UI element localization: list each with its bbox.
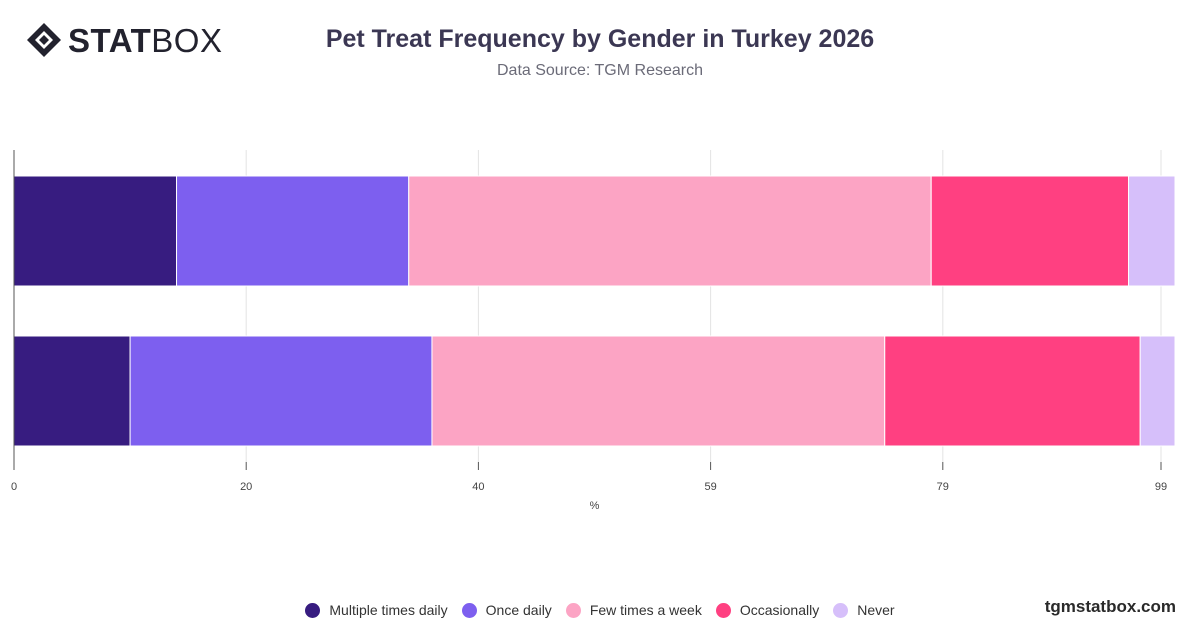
bar-segment	[176, 175, 410, 287]
legend-item[interactable]: Once daily	[461, 602, 552, 618]
bars	[13, 175, 1176, 447]
chart-title: Pet Treat Frequency by Gender in Turkey …	[325, 25, 875, 53]
bar-segment	[1128, 175, 1176, 287]
statbox-logo: STATBOX	[26, 22, 222, 58]
stacked-bar-chart: 0 20 40 59 79 99%	[11, 150, 1176, 512]
statbox-diamond-icon	[27, 23, 61, 57]
bar-segment	[13, 335, 131, 447]
legend-swatch	[305, 602, 321, 618]
legend-label: Occasionally	[739, 602, 820, 618]
legend-swatch	[833, 602, 849, 618]
legend-label: Multiple times daily	[329, 602, 448, 618]
x-axis: 0 20 40 59 79 99%	[11, 150, 1167, 512]
brand-url: tgmstatbox.com	[1044, 597, 1176, 616]
legend-item[interactable]: Never	[833, 602, 895, 618]
legend-item[interactable]: Occasionally	[715, 602, 820, 618]
legend-item[interactable]: Few times a week	[565, 602, 702, 618]
legend: Multiple times daily Once daily Few times …	[0, 602, 1200, 618]
x-tick-label: 20	[240, 481, 252, 493]
bar-segment	[431, 335, 886, 447]
logo-wordmark: STATBOX	[68, 21, 223, 59]
legend-label: Once daily	[485, 602, 552, 618]
x-tick-label: 79	[937, 481, 949, 493]
bar-segment	[13, 175, 178, 287]
legend-label: Few times a week	[589, 602, 702, 618]
x-tick-label: 0	[11, 481, 17, 493]
x-tick-label: 59	[704, 481, 716, 493]
legend-label: Never	[857, 602, 895, 618]
legend-swatch	[715, 602, 731, 618]
chart-subtitle: Data Source: TGM Research	[496, 62, 703, 79]
bar-segment	[930, 175, 1130, 287]
bar-segment	[129, 335, 433, 447]
x-axis-label: %	[590, 500, 600, 512]
x-tick-label: 40	[472, 481, 484, 493]
x-tick-label: 99	[1155, 481, 1167, 493]
legend-swatch	[565, 602, 581, 618]
bar-segment	[1139, 335, 1176, 447]
legend-item[interactable]: Multiple times daily	[305, 602, 448, 618]
bar-segment	[408, 175, 932, 287]
bar-segment	[884, 335, 1141, 447]
legend-swatch	[461, 602, 477, 618]
